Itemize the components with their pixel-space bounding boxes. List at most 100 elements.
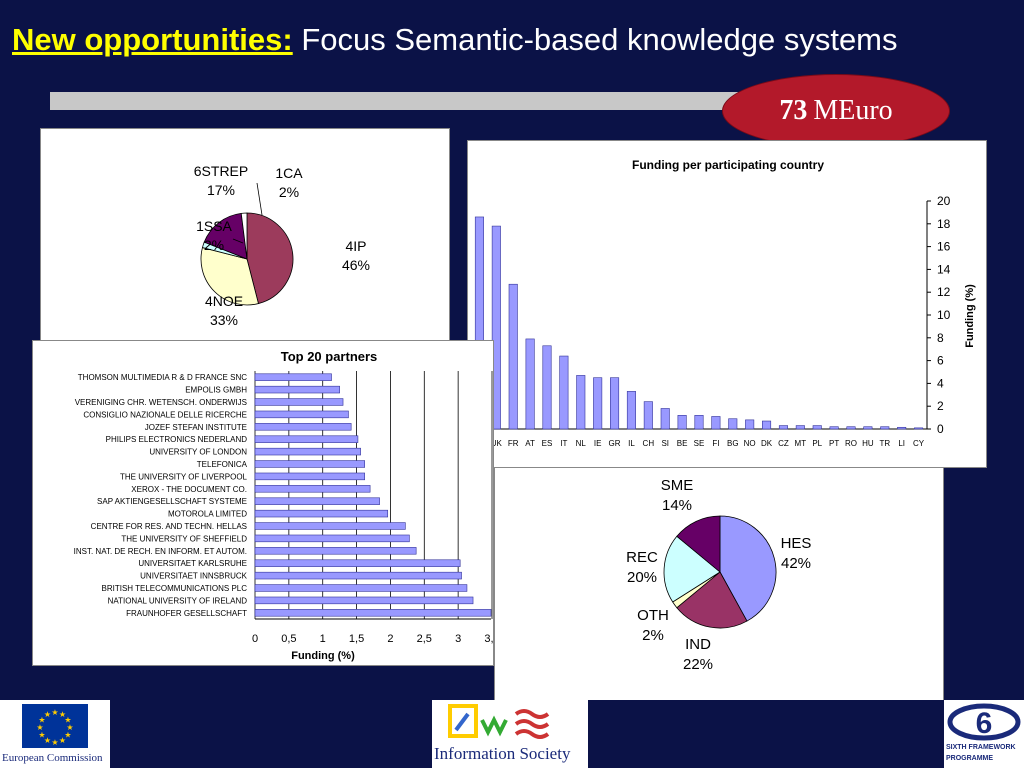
x-tick-label: SI bbox=[661, 439, 669, 448]
pie-label-noe: 4NOE bbox=[205, 293, 243, 309]
x-tick-label: 2 bbox=[387, 633, 393, 645]
partner-label: BRITISH TELECOMMUNICATIONS PLC bbox=[102, 584, 248, 593]
star-icon: ★ bbox=[44, 736, 51, 745]
bar-tr bbox=[880, 426, 890, 430]
partner-bar bbox=[254, 509, 389, 518]
partner-label: CENTRE FOR RES. AND TECHN. HELLAS bbox=[91, 522, 247, 531]
bar-hu bbox=[863, 426, 873, 430]
pie-label-strep: 6STREP bbox=[194, 163, 248, 179]
partner-label: MOTOROLA LIMITED bbox=[168, 510, 247, 519]
title-underline-bar bbox=[50, 92, 780, 110]
pie-label-sme: SME bbox=[661, 477, 694, 494]
partner-bar bbox=[254, 584, 468, 592]
partner-label: UNIVERSITY OF LONDON bbox=[149, 448, 247, 457]
bar-li bbox=[897, 426, 907, 430]
pie-slice-sme bbox=[676, 515, 721, 573]
top-partners-chart: Top 20 partners 0 0,5 1 1,5 2 2,5 3 3,5 Funding (… bbox=[74, 349, 493, 662]
bar-ch bbox=[643, 401, 653, 430]
instruments-pie-panel: 4IP 46% 4NOE 33% 1SSA 2% 6STREP 17% 1CA 2% bbox=[40, 128, 450, 343]
x-tick-label: TR bbox=[879, 439, 890, 448]
partner-label: INST. NAT. DE RECH. EN INFORM. ET AUTOM. bbox=[74, 547, 247, 556]
partner-bar bbox=[254, 534, 410, 543]
budget-unit: MEuro bbox=[813, 95, 893, 126]
y-tick-label: 10 bbox=[937, 308, 951, 322]
pie-pct-ssa: 2% bbox=[204, 237, 224, 253]
y-tick-label: 12 bbox=[937, 285, 951, 299]
y-axis-label: Funding (%) bbox=[964, 284, 976, 348]
fp6-line1: SIXTH FRAMEWORK bbox=[946, 744, 1016, 751]
partner-label: THOMSON MULTIMEDIA R & D FRANCE SNC bbox=[78, 373, 247, 382]
participant-pie-chart: HES 42% IND 22% OTH 2% REC 20% SME 14% bbox=[626, 477, 811, 673]
chart-title: Funding per participating country bbox=[632, 158, 824, 172]
star-icon: ★ bbox=[51, 738, 58, 747]
x-tick-label: IE bbox=[594, 439, 602, 448]
x-axis-label: Funding (%) bbox=[291, 650, 355, 662]
bar-pl bbox=[812, 425, 822, 430]
x-tick-label: FI bbox=[712, 439, 719, 448]
partner-label: UNIVERSITAET INNSBRUCK bbox=[140, 572, 247, 581]
bar-se bbox=[694, 415, 704, 430]
partner-label: SAP AKTIENGESELLSCHAFT SYSTEME bbox=[97, 497, 247, 506]
pie-pct-rec: 20% bbox=[627, 569, 657, 586]
partner-bar bbox=[254, 547, 417, 555]
budget-number: 73 bbox=[779, 95, 808, 126]
bar-be bbox=[677, 415, 687, 430]
y-tick-label: 0 bbox=[937, 422, 944, 436]
partner-label: FRAUNHOFER GESELLSCHAFT bbox=[126, 609, 247, 618]
x-tick-label: 3,5 bbox=[484, 633, 493, 645]
partner-label: NATIONAL UNIVERSITY OF IRELAND bbox=[108, 596, 248, 605]
bar-dk bbox=[762, 420, 772, 430]
bar-cy bbox=[914, 427, 924, 430]
y-tick-label: 16 bbox=[937, 240, 951, 254]
x-tick-label: LI bbox=[898, 439, 905, 448]
star-icon: ★ bbox=[64, 731, 71, 740]
participant-pie-panel: HES 42% IND 22% OTH 2% REC 20% SME 14% bbox=[494, 440, 944, 715]
svg-text:6: 6 bbox=[976, 707, 993, 740]
pie-label-ip: 4IP bbox=[345, 238, 366, 254]
fp6-logo: 6 SIXTH FRAMEWORK PROGRAMME bbox=[944, 700, 1024, 768]
pie-slice-hes bbox=[719, 515, 777, 622]
y-tick-label: 6 bbox=[937, 354, 944, 368]
pie-slice-noe bbox=[200, 247, 259, 306]
partner-label: JOZEF STEFAN INSTITUTE bbox=[145, 423, 247, 432]
bar-il bbox=[626, 391, 636, 430]
partner-label: XEROX - THE DOCUMENT CO. bbox=[131, 485, 247, 494]
partner-bar bbox=[254, 472, 365, 481]
bar-fr bbox=[508, 283, 518, 430]
star-icon: ★ bbox=[38, 731, 45, 740]
partner-label: UNIVERSITAET KARLSRUHE bbox=[138, 559, 247, 568]
bar-at bbox=[525, 338, 535, 430]
partner-bar bbox=[254, 423, 352, 431]
country-funding-chart: Funding per participating country 0 2 4 6 8 10… bbox=[471, 158, 976, 448]
x-tick-label: SE bbox=[694, 439, 705, 448]
x-tick-label: ES bbox=[542, 439, 553, 448]
information-society-logo: Information Society bbox=[432, 700, 588, 768]
bar-ro bbox=[846, 426, 856, 430]
pie-label-ca: 1CA bbox=[275, 165, 303, 181]
pie-pct-hes: 42% bbox=[781, 555, 811, 572]
x-tick-label: RO bbox=[845, 439, 857, 448]
pie-slice-rec bbox=[663, 535, 721, 603]
pie-label-ind: IND bbox=[685, 636, 711, 653]
bar-si bbox=[660, 408, 670, 430]
top-partners-panel: Top 20 partners 0 0,5 1 1,5 2 2,5 3 3,5 Funding (… bbox=[32, 340, 494, 666]
fp6-line2: PROGRAMME bbox=[946, 755, 994, 762]
y-tick-label: 4 bbox=[937, 376, 944, 390]
bar-fi bbox=[711, 416, 721, 430]
x-tick-label: CZ bbox=[778, 439, 789, 448]
x-tick-label: BG bbox=[727, 439, 739, 448]
bar-bg bbox=[728, 418, 738, 430]
partner-bar bbox=[254, 596, 474, 605]
star-icon: ★ bbox=[64, 716, 71, 725]
bar-mt bbox=[795, 425, 805, 430]
partner-label: THE UNIVERSITY OF SHEFFIELD bbox=[121, 534, 247, 543]
leader-line bbox=[256, 182, 263, 216]
star-icon: ★ bbox=[38, 716, 45, 725]
pie-slice-strep bbox=[203, 212, 248, 260]
partner-label: TELEFONICA bbox=[197, 460, 248, 469]
x-tick-label: IL bbox=[628, 439, 635, 448]
information-society-label: Information Society bbox=[434, 744, 571, 763]
star-icon: ★ bbox=[44, 710, 51, 719]
y-tick-label: 14 bbox=[937, 262, 951, 276]
pie-label-oth: OTH bbox=[637, 607, 669, 624]
